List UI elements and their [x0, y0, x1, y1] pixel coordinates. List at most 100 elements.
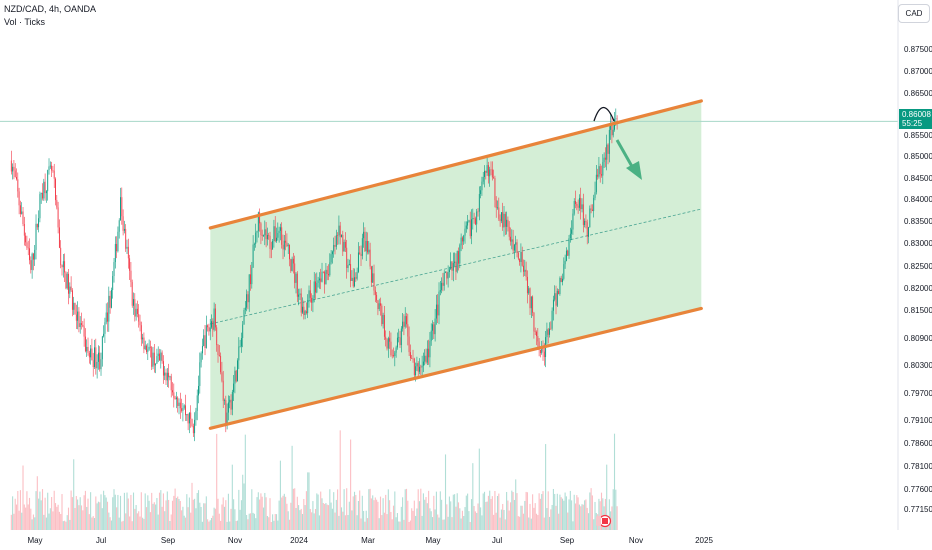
candle: [318, 278, 320, 281]
candle: [324, 271, 326, 285]
candle: [428, 348, 430, 358]
volume-bar: [190, 512, 192, 530]
volume-bar: [91, 517, 93, 530]
candle: [311, 297, 313, 303]
candle: [265, 229, 267, 240]
channel-lower-line[interactable]: [208, 306, 703, 430]
volume-bar: [437, 514, 439, 530]
volume-bar: [32, 514, 34, 530]
volume-bar: [17, 490, 19, 530]
price-tick-label: 0.85000: [904, 152, 932, 161]
candle: [120, 197, 121, 221]
candle: [216, 327, 218, 346]
volume-bar: [480, 507, 482, 530]
candle: [443, 272, 445, 286]
volume-bar: [183, 515, 185, 530]
symbol-title[interactable]: NZD/CAD, 4h, OANDA: [4, 4, 97, 14]
candle: [538, 341, 540, 350]
candle: [513, 244, 515, 251]
volume-bar: [27, 504, 29, 530]
candle: [374, 290, 376, 295]
candle: [42, 192, 43, 199]
volume-bar: [366, 518, 369, 530]
volume-bar: [47, 492, 49, 530]
candle: [227, 402, 229, 413]
volume-bar: [615, 489, 617, 530]
candle: [460, 237, 462, 246]
candle: [17, 179, 19, 192]
candle: [448, 269, 450, 272]
candle: [31, 253, 33, 270]
currency-button[interactable]: CAD: [898, 4, 930, 23]
volume-bar: [21, 512, 23, 530]
volume-bar: [598, 498, 600, 530]
candle: [433, 324, 435, 335]
volume-bar: [135, 505, 137, 530]
candle: [598, 166, 600, 177]
volume-bar: [114, 494, 116, 530]
volume-bar: [216, 433, 218, 530]
channel-upper-line[interactable]: [208, 99, 703, 230]
volume-bar: [348, 501, 350, 530]
time-tick-label: Jul: [492, 536, 502, 545]
volume-bar: [186, 494, 188, 530]
volume-bar: [290, 502, 292, 530]
volume-bar: [110, 520, 112, 530]
volume-indicator-label[interactable]: Vol · Ticks: [4, 17, 46, 27]
volume-bar: [457, 502, 460, 530]
candle: [136, 308, 138, 315]
volume-bar: [339, 430, 341, 530]
volume-bar: [130, 494, 132, 530]
candle: [612, 129, 614, 136]
volume-bar: [235, 520, 237, 530]
candle: [36, 223, 38, 228]
volume-bar: [395, 517, 397, 530]
candle: [177, 397, 179, 406]
candle: [104, 322, 106, 334]
candle: [445, 272, 446, 273]
volume-bar: [60, 513, 62, 530]
volume-bar: [152, 503, 154, 530]
volume-bar: [248, 513, 250, 530]
top-arc-drawing[interactable]: [593, 106, 615, 122]
candle: [252, 244, 254, 268]
volume-bar: [351, 510, 353, 530]
candle: [40, 192, 42, 195]
candle: [454, 261, 456, 264]
time-tick-label: Sep: [161, 536, 176, 545]
price-tick-label: 0.80300: [904, 361, 932, 370]
volume-bar: [173, 495, 175, 530]
volume-bar: [364, 521, 366, 530]
price-tick-label: 0.86500: [904, 89, 932, 98]
volume-bar: [207, 519, 209, 530]
candle: [486, 165, 488, 173]
price-axis[interactable]: 0.875000.870000.865000.860000.855000.850…: [904, 45, 932, 514]
candle: [208, 327, 210, 332]
candle: [556, 290, 558, 306]
candle: [188, 412, 190, 424]
candle: [344, 241, 346, 248]
candle: [551, 310, 553, 329]
candle: [377, 300, 379, 310]
candle: [242, 324, 244, 339]
volume-bar: [140, 492, 142, 530]
volume-bar: [418, 501, 421, 530]
volume-bar: [365, 510, 367, 530]
price-tick-label: 0.79100: [904, 416, 932, 425]
candle: [341, 234, 342, 238]
volume-bar: [309, 508, 311, 530]
down-arrow-drawing[interactable]: [615, 139, 642, 180]
event-flag-icon[interactable]: [596, 514, 612, 528]
candle: [181, 408, 183, 411]
candle: [182, 407, 184, 411]
volume-bar: [116, 507, 118, 530]
candle: [39, 194, 41, 219]
candle: [235, 370, 237, 382]
volume-bar: [14, 498, 16, 530]
candle: [568, 238, 570, 256]
candle: [376, 294, 378, 301]
time-axis[interactable]: May Jul Sep Nov 2024 Mar May Jul Sep Nov 2025: [27, 536, 713, 545]
candle: [611, 123, 613, 136]
candle: [268, 235, 270, 236]
